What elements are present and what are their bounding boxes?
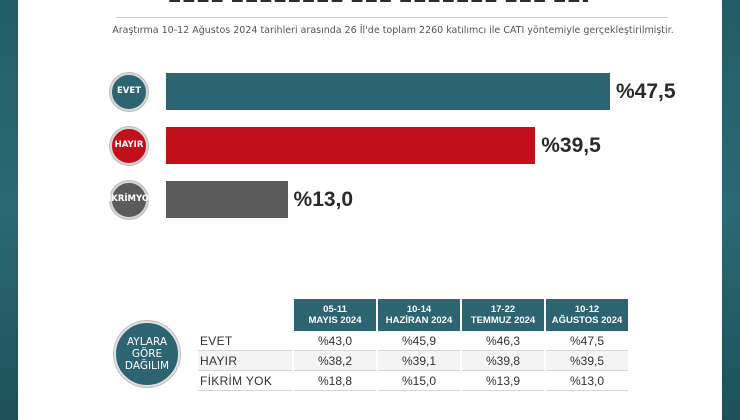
column-date: 10-12 [574,304,600,315]
subtitle-rule [116,17,668,18]
column-date: 17-22 [490,304,516,315]
table-cell: %13,0 [546,371,628,391]
table-cell: %43,0 [294,331,376,351]
table-row: HAYIR %38,2 %39,1 %39,8 %39,5 [198,351,628,371]
column-month: TEMMUZ 2024 [470,315,536,326]
bar-evet [166,73,610,110]
table-cell: %38,2 [294,351,376,371]
column-header: 10-12 AĞUSTOS 2024 [546,299,628,331]
table-cell: %47,5 [546,331,628,351]
column-header: 10-14 HAZİRAN 2024 [378,299,460,331]
row-label: HAYIR [198,351,292,371]
left-background-strip [0,0,18,420]
category-badge-evet: EVET [110,72,148,111]
column-month: HAZİRAN 2024 [385,315,453,326]
badge-line: DAĞILIM [124,360,170,372]
category-label-line: FİKRİM [102,194,137,204]
row-label: FİKRİM YOK [198,371,292,391]
column-month: AĞUSTOS 2024 [551,315,623,326]
table-cell: %46,3 [462,331,544,351]
bar-fikrim-yok [166,181,288,218]
table-cell: %15,0 [378,371,460,391]
badge-line: AYLARA [126,336,168,348]
table-cell: %39,5 [546,351,628,371]
value-label-fikrim-yok: %13,0 [293,188,354,211]
row-label: EVET [198,331,292,351]
survey-subtitle: Araştırma 10-12 Ağustos 2024 tarihleri a… [112,25,674,36]
category-label-line: YOK [136,194,156,204]
table-row: EVET %43,0 %45,9 %46,3 %47,5 [198,331,628,351]
column-month: MAYIS 2024 [308,315,362,326]
table-cell: %45,9 [378,331,460,351]
cropped-title-remnant: ▬▬▬▬ ▬▬▬▬▬▬▬▬ ▬▬▬ ▬▬▬▬▬▬▬ ▬▬▬ ▬▬▬▬ [168,0,588,5]
survey-card: ▬▬▬▬ ▬▬▬▬▬▬▬▬ ▬▬▬ ▬▬▬▬▬▬▬ ▬▬▬ ▬▬▬▬ Araşt… [18,0,722,420]
bar-hayir [166,127,536,164]
value-label-evet: %47,5 [616,80,676,103]
column-header: 05-11 MAYIS 2024 [294,299,376,331]
monthly-trend-table: 05-11 MAYIS 2024 10-14 HAZİRAN 2024 17-22 TEM… [196,299,630,391]
table-cell: %39,1 [378,351,460,371]
category-badge-hayir: HAYIR [110,126,148,165]
category-label-line: EVET [117,86,141,96]
category-badge-fikrim-yok: FİKRİM YOK [102,180,156,219]
value-label-hayir: %39,5 [541,134,601,157]
badge-line: GÖRE [131,348,163,360]
right-background-strip [722,0,740,420]
table-row: FİKRİM YOK %18,8 %15,0 %13,9 %13,0 [198,371,628,391]
table-cell: %18,8 [294,371,376,391]
table-cell: %13,9 [462,371,544,391]
column-date: 10-14 [406,304,432,315]
monthly-distribution-badge: AYLARA GÖRE DAĞILIM [114,321,180,387]
column-header: 17-22 TEMMUZ 2024 [462,299,544,331]
column-date: 05-11 [323,304,347,315]
table-corner [198,299,292,331]
category-label-line: HAYIR [114,140,144,150]
table-cell: %39,8 [462,351,544,371]
